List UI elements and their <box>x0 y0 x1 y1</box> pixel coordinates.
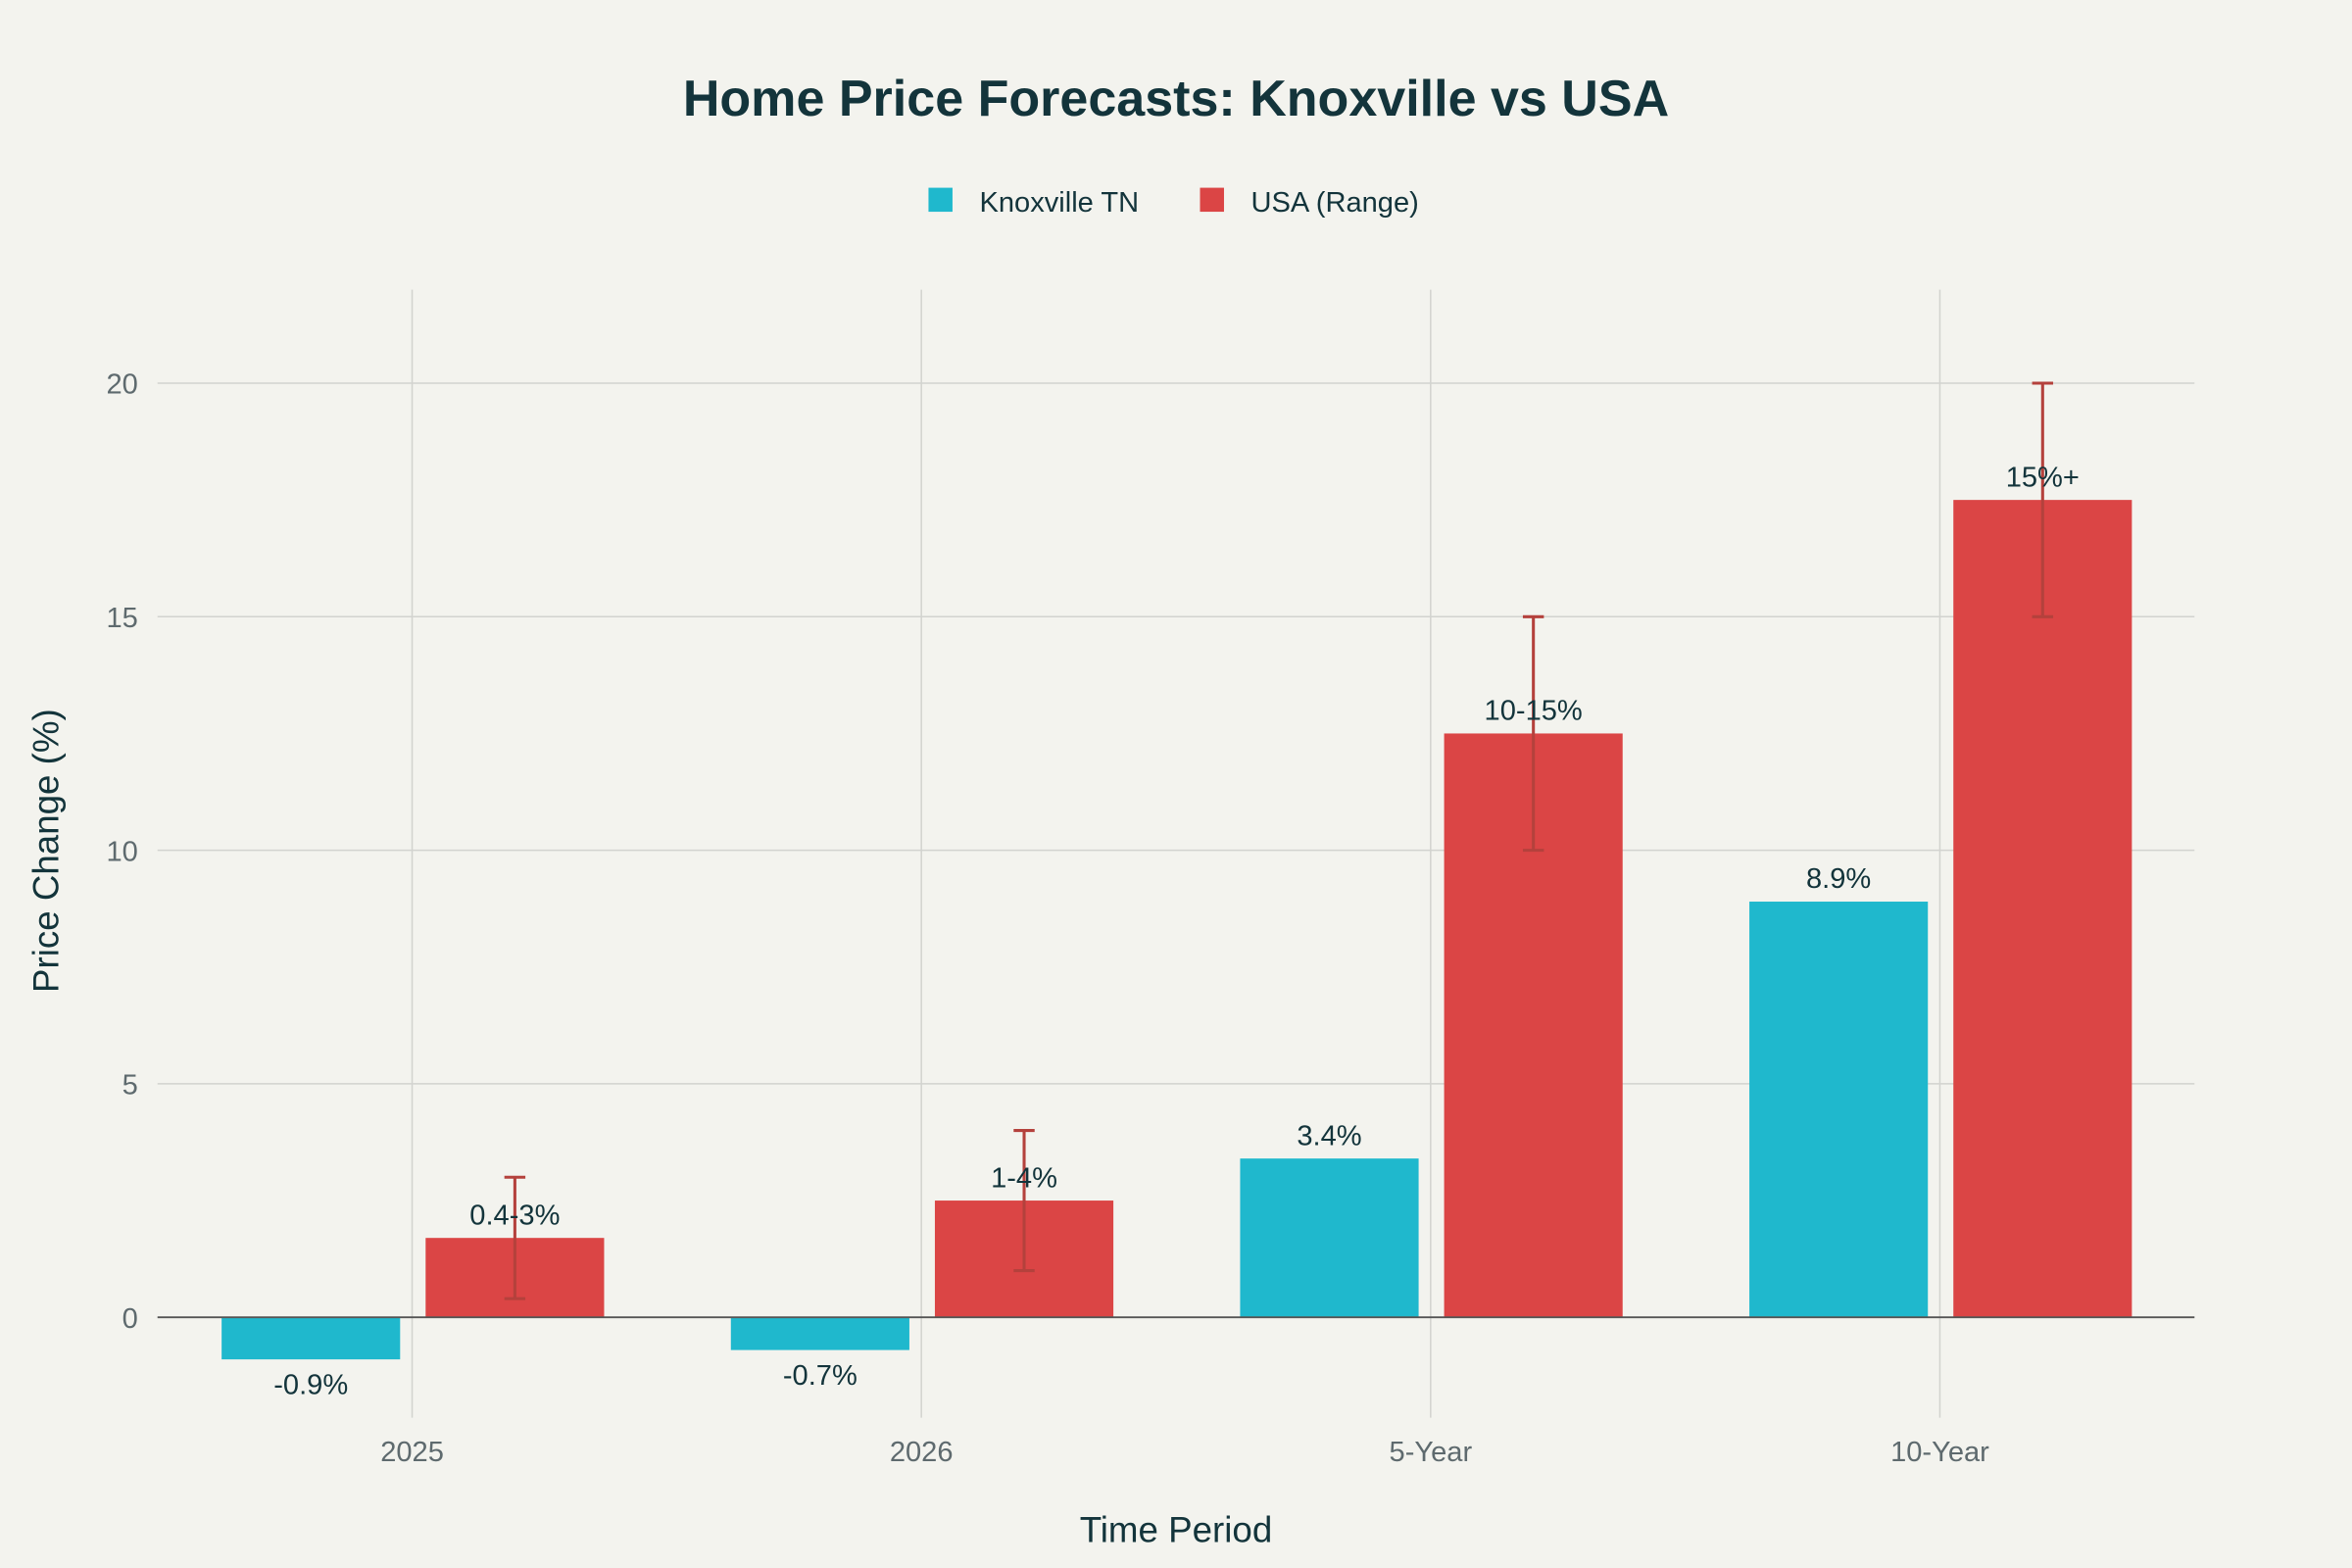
bar-knoxville <box>730 1317 909 1350</box>
data-label: 10-15% <box>1485 696 1583 727</box>
bars: -0.9% -0.7% 3.4% 8.9% 0.4-3% 1-4% 10-15% 15%+ <box>157 381 2195 1400</box>
y-tick-label: 20 <box>106 369 137 401</box>
legend-label-usa[interactable]: USA (Range) <box>1251 187 1419 219</box>
tick-labels: 2025 2026 5-Year 10-Year 0 5 10 15 20 <box>106 369 1989 1468</box>
legend-swatch-knoxville <box>928 187 953 213</box>
data-label: 0.4-3% <box>469 1200 560 1231</box>
y-tick-label: 5 <box>122 1070 138 1102</box>
data-label: 8.9% <box>1806 863 1871 895</box>
x-tick-label: 10-Year <box>1890 1437 1989 1468</box>
y-tick-label: 0 <box>122 1303 138 1335</box>
x-axis-title: Time Period <box>1080 1510 1273 1550</box>
data-label: 3.4% <box>1297 1120 1361 1152</box>
bar-knoxville <box>1749 902 1929 1318</box>
bar-knoxville <box>221 1317 401 1360</box>
data-label: -0.7% <box>783 1360 858 1392</box>
legend: Knoxville TN USA (Range) <box>928 187 1419 219</box>
y-tick-label: 10 <box>106 836 137 867</box>
y-axis-title: Price Change (%) <box>26 709 67 993</box>
gridlines <box>157 289 2195 1418</box>
data-label: -0.9% <box>273 1369 348 1400</box>
x-tick-label: 2025 <box>380 1437 444 1468</box>
bar-knoxville <box>1240 1158 1419 1318</box>
data-label: 1-4% <box>991 1162 1057 1194</box>
data-label: 15%+ <box>2006 462 2080 493</box>
legend-swatch-usa <box>1200 187 1224 213</box>
x-tick-label: 2026 <box>890 1437 954 1468</box>
legend-label-knoxville[interactable]: Knoxville TN <box>979 187 1139 219</box>
bar-usa <box>1953 500 2132 1318</box>
y-tick-label: 15 <box>106 603 137 634</box>
x-tick-label: 5-Year <box>1390 1437 1473 1468</box>
chart-title: Home Price Forecasts: Knoxville vs USA <box>683 71 1669 127</box>
